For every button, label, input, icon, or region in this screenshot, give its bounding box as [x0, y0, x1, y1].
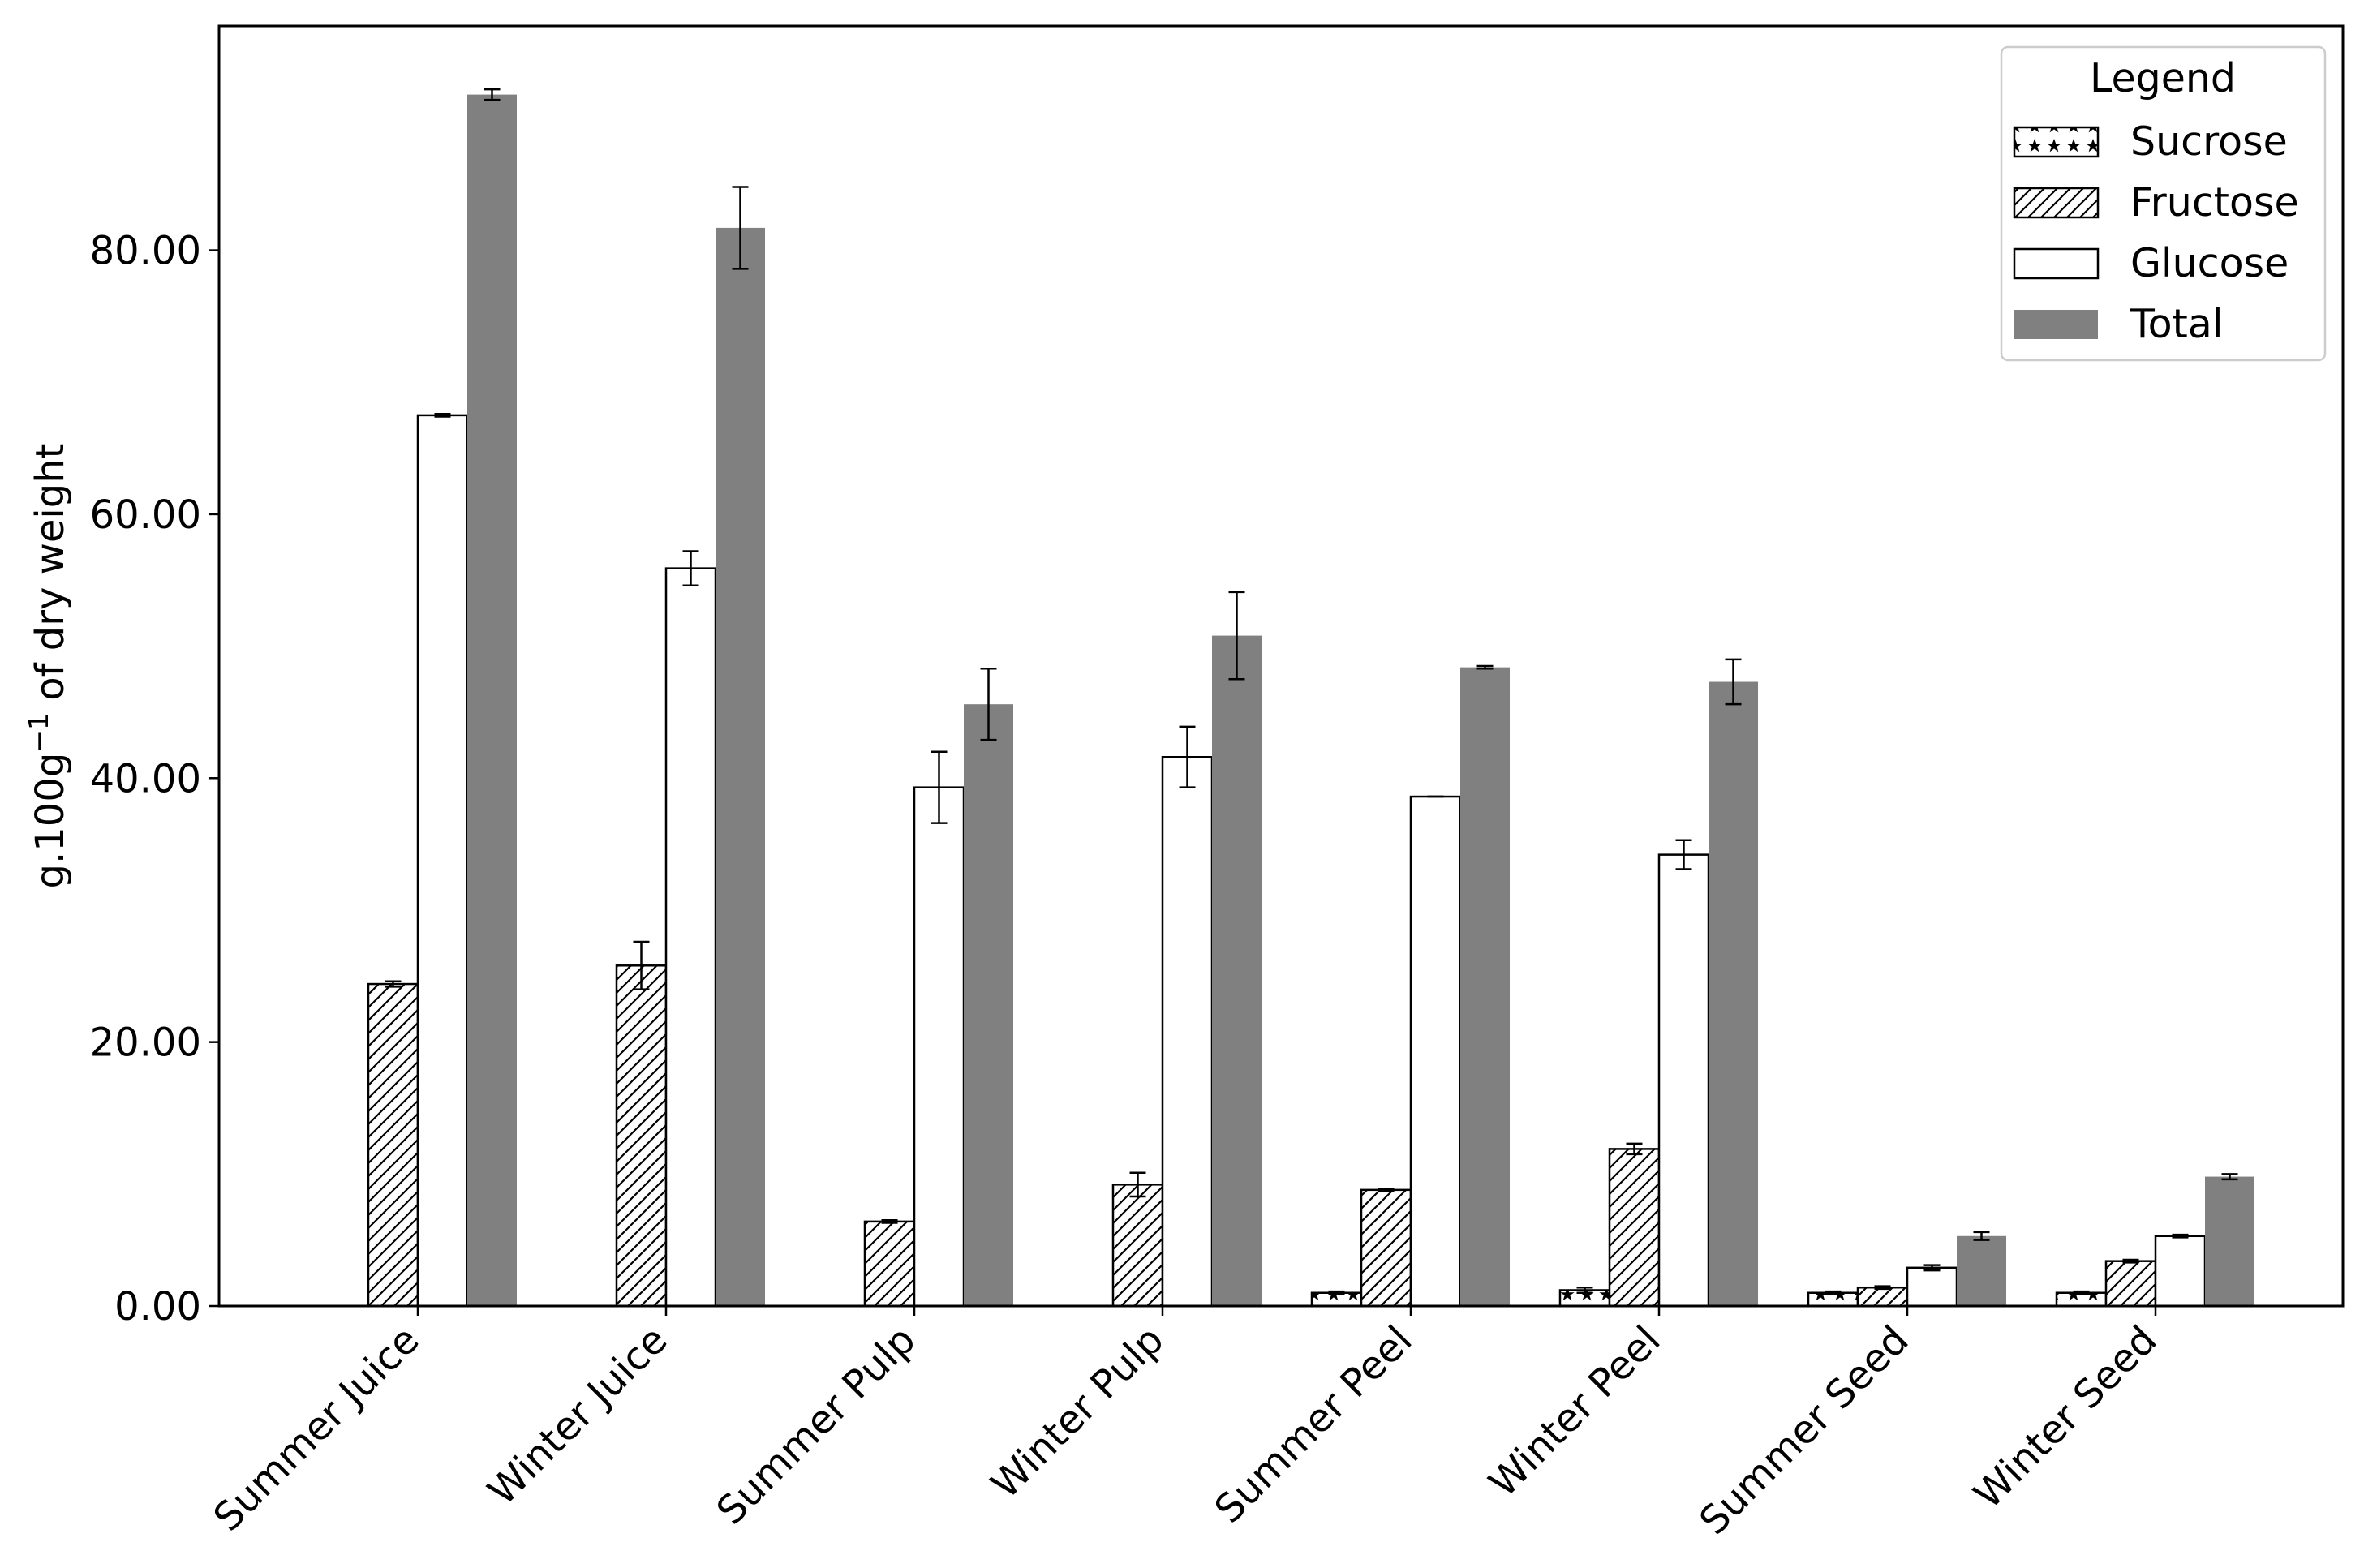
legend-swatch-fructose	[2013, 187, 2100, 219]
x-tick-label: Winter Juice	[479, 1317, 677, 1514]
error-bars-layer	[385, 88, 2238, 1295]
bar-fructose-summer-peel	[1360, 1188, 1412, 1308]
bar-total-winter-pulp	[1212, 635, 1262, 1306]
x-tick-label: Summer Seed	[1691, 1317, 1917, 1544]
bar-glucose-winter-seed	[2154, 1235, 2207, 1308]
error-bar-fructose-winter-peel	[1626, 1142, 1643, 1156]
error-bar-glucose-winter-seed	[2172, 1233, 2189, 1239]
error-bar-glucose-winter-juice	[682, 550, 699, 587]
error-bar-total-winter-seed	[2221, 1173, 2238, 1181]
legend: Legend Sucrose Fructose Glucose Total	[2000, 45, 2327, 362]
legend-entry-fructose: Fructose	[2013, 179, 2299, 226]
y-tick-label: 60.00	[90, 492, 201, 538]
bar-glucose-winter-pulp	[1161, 755, 1214, 1308]
x-tick-label: Winter Seed	[1965, 1317, 2165, 1518]
legend-items: Sucrose Fructose Glucose Total	[2013, 118, 2299, 347]
y-tick-label: 0.00	[114, 1284, 201, 1330]
error-bar-fructose-summer-pulp	[881, 1219, 898, 1224]
plot-frame	[217, 24, 2345, 1308]
legend-entry-total: Total	[2014, 301, 2223, 347]
legend-entry-sucrose: Sucrose	[2013, 118, 2288, 165]
error-bar-total-summer-peel	[1476, 664, 1494, 670]
legend-entry-glucose: Glucose	[2013, 240, 2289, 286]
bar-total-summer-peel	[1460, 667, 1510, 1306]
bar-total-winter-juice	[716, 227, 765, 1307]
error-bar-sucrose-winter-seed	[2073, 1290, 2090, 1295]
bar-glucose-summer-seed	[1906, 1266, 1958, 1308]
bar-total-summer-seed	[1957, 1235, 2006, 1306]
legend-title: Legend	[2090, 55, 2236, 101]
x-tick-label: Winter Pulp	[982, 1317, 1173, 1508]
error-bar-fructose-summer-seed	[1874, 1285, 1891, 1291]
bars-layer	[367, 94, 2254, 1308]
bar-fructose-summer-seed	[1856, 1286, 1909, 1308]
x-tick-label: Summer Peel	[1206, 1317, 1421, 1532]
error-bar-total-winter-pulp	[1228, 591, 1245, 681]
error-bar-glucose-winter-peel	[1675, 839, 1692, 870]
error-bar-total-winter-juice	[732, 186, 749, 270]
error-bar-total-summer-pulp	[980, 668, 997, 741]
legend-label-fructose: Fructose	[2130, 179, 2299, 226]
legend-box	[2000, 45, 2327, 362]
x-tick-label: Summer Juice	[205, 1317, 428, 1540]
error-bar-glucose-summer-seed	[1923, 1264, 1941, 1272]
legend-label-total: Total	[2130, 301, 2223, 347]
x-tick-label: Winter Peel	[1481, 1317, 1670, 1506]
error-bar-total-winter-peel	[1725, 658, 1742, 706]
error-bar-sucrose-winter-peel	[1576, 1286, 1593, 1294]
error-bar-fructose-winter-juice	[633, 940, 650, 990]
bar-fructose-winter-pulp	[1111, 1184, 1164, 1308]
bar-fructose-winter-seed	[2104, 1260, 2157, 1308]
bar-glucose-winter-peel	[1657, 853, 1710, 1308]
error-bar-total-summer-seed	[1973, 1231, 1990, 1241]
bar-glucose-summer-juice	[416, 414, 469, 1308]
bar-glucose-winter-juice	[664, 567, 717, 1308]
error-bar-glucose-winter-pulp	[1179, 725, 1196, 788]
error-bar-fructose-winter-pulp	[1129, 1171, 1146, 1198]
bar-fructose-winter-juice	[615, 964, 668, 1308]
bar-fructose-winter-peel	[1608, 1148, 1661, 1308]
bar-total-summer-juice	[467, 94, 517, 1307]
y-axis-label: g.100g−1 of dry weight	[23, 444, 73, 889]
error-bar-fructose-winter-seed	[2122, 1258, 2139, 1264]
bar-total-winter-seed	[2205, 1176, 2254, 1306]
y-tick-label: 20.00	[90, 1020, 201, 1066]
x-tick-label: Summer Pulp	[708, 1317, 925, 1534]
legend-label-sucrose: Sucrose	[2130, 118, 2288, 165]
bar-glucose-summer-pulp	[913, 786, 965, 1308]
y-tick-label: 40.00	[90, 756, 201, 801]
legend-label-glucose: Glucose	[2130, 240, 2289, 286]
y-axis: 0.00 20.00 40.00 60.00 80.00	[90, 229, 219, 1330]
error-bar-glucose-summer-pulp	[931, 750, 948, 824]
error-bar-sucrose-summer-peel	[1328, 1290, 1345, 1295]
legend-swatch-glucose	[2013, 247, 2100, 280]
legend-swatch-total	[2014, 310, 2098, 339]
error-bar-fructose-summer-juice	[385, 980, 402, 988]
error-bar-total-summer-juice	[484, 88, 501, 101]
bar-total-winter-peel	[1709, 681, 1758, 1306]
error-bar-fructose-summer-peel	[1378, 1187, 1395, 1192]
x-axis: Summer Juice Winter Juice Summer Pulp Winte…	[205, 1306, 2165, 1544]
error-bar-glucose-summer-juice	[434, 413, 451, 418]
legend-swatch-sucrose	[2013, 126, 2100, 158]
y-tick-label: 80.00	[90, 229, 201, 274]
bar-fructose-summer-juice	[367, 982, 419, 1308]
bar-fructose-summer-pulp	[863, 1220, 916, 1308]
bar-total-summer-pulp	[964, 704, 1013, 1306]
bar-glucose-summer-peel	[1409, 795, 1462, 1308]
error-bar-sucrose-summer-seed	[1825, 1290, 1842, 1295]
